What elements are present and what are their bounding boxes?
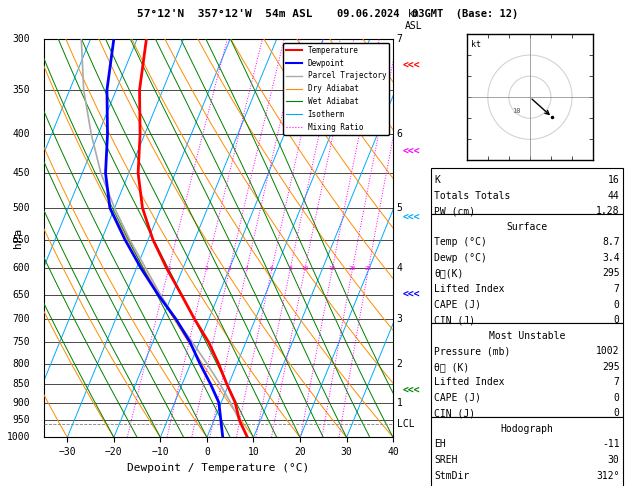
Text: θᴄ(K): θᴄ(K) (434, 268, 464, 278)
Text: 7: 7 (614, 377, 620, 387)
Text: 400: 400 (13, 129, 30, 139)
Text: 2: 2 (204, 266, 208, 271)
Text: kt: kt (470, 40, 481, 50)
Text: 3: 3 (397, 314, 403, 324)
Text: 700: 700 (13, 314, 30, 324)
Text: 57°12'N  357°12'W  54m ASL: 57°12'N 357°12'W 54m ASL (137, 9, 313, 19)
Text: <<<: <<< (403, 384, 420, 395)
Text: CAPE (J): CAPE (J) (434, 299, 481, 310)
Text: 16: 16 (608, 175, 620, 185)
Text: 25: 25 (365, 266, 372, 271)
Text: 30: 30 (608, 455, 620, 465)
Text: 10: 10 (512, 108, 520, 114)
Text: 1: 1 (167, 266, 170, 271)
Text: <<<: <<< (403, 60, 420, 70)
Text: 950: 950 (13, 416, 30, 425)
Text: 10: 10 (301, 266, 309, 271)
Text: 1.28: 1.28 (596, 206, 620, 216)
Text: 5: 5 (397, 203, 403, 213)
Text: hPa: hPa (13, 228, 23, 248)
Text: 900: 900 (13, 398, 30, 408)
Text: <<<: <<< (403, 145, 420, 156)
Text: Lifted Index: Lifted Index (434, 377, 504, 387)
Text: <<<: <<< (403, 211, 420, 221)
Text: Most Unstable: Most Unstable (489, 330, 565, 341)
Text: 450: 450 (13, 168, 30, 178)
Text: 7: 7 (397, 34, 403, 44)
Text: SREH: SREH (434, 455, 457, 465)
Text: 8.7: 8.7 (602, 237, 620, 247)
Text: EH: EH (434, 439, 446, 450)
Text: 600: 600 (13, 263, 30, 273)
Text: 09.06.2024  03GMT  (Base: 12): 09.06.2024 03GMT (Base: 12) (337, 9, 518, 19)
Text: 2: 2 (397, 359, 403, 368)
Text: 6: 6 (397, 129, 403, 139)
Text: 850: 850 (13, 379, 30, 389)
Text: θᴄ (K): θᴄ (K) (434, 362, 469, 372)
Text: 20: 20 (349, 266, 357, 271)
Text: -11: -11 (602, 439, 620, 450)
Text: 3.4: 3.4 (602, 253, 620, 263)
Text: LCL: LCL (397, 419, 415, 429)
Legend: Temperature, Dewpoint, Parcel Trajectory, Dry Adiabat, Wet Adiabat, Isotherm, Mi: Temperature, Dewpoint, Parcel Trajectory… (283, 43, 389, 135)
X-axis label: Dewpoint / Temperature (°C): Dewpoint / Temperature (°C) (128, 463, 309, 473)
Text: CIN (J): CIN (J) (434, 408, 475, 418)
Text: 7: 7 (614, 284, 620, 294)
Text: 750: 750 (13, 337, 30, 347)
Text: CIN (J): CIN (J) (434, 315, 475, 325)
Text: Totals Totals: Totals Totals (434, 191, 510, 201)
Text: 3: 3 (228, 266, 231, 271)
Text: 300: 300 (13, 34, 30, 44)
Text: 500: 500 (13, 203, 30, 213)
Text: Pressure (mb): Pressure (mb) (434, 346, 510, 356)
Text: Hodograph: Hodograph (500, 424, 554, 434)
Text: Temp (°C): Temp (°C) (434, 237, 487, 247)
Text: 312°: 312° (596, 470, 620, 481)
Text: 0: 0 (614, 299, 620, 310)
Text: 1002: 1002 (596, 346, 620, 356)
Text: 350: 350 (13, 85, 30, 95)
Text: 0: 0 (614, 315, 620, 325)
Text: PW (cm): PW (cm) (434, 206, 475, 216)
Text: 6: 6 (270, 266, 274, 271)
Text: 1: 1 (397, 398, 403, 408)
Text: 10: 10 (512, 108, 520, 114)
Text: 44: 44 (608, 191, 620, 201)
Text: 8: 8 (289, 266, 292, 271)
Text: 295: 295 (602, 362, 620, 372)
Text: Surface: Surface (506, 222, 547, 232)
Text: 0: 0 (614, 408, 620, 418)
Text: Dewp (°C): Dewp (°C) (434, 253, 487, 263)
Text: <<<: <<< (403, 289, 420, 299)
Text: Mixing Ratio (g/kg): Mixing Ratio (g/kg) (434, 191, 443, 286)
Text: 1000: 1000 (6, 433, 30, 442)
Text: 800: 800 (13, 359, 30, 368)
Text: 650: 650 (13, 290, 30, 300)
Text: 4: 4 (245, 266, 249, 271)
Text: 4: 4 (397, 263, 403, 273)
Text: 550: 550 (13, 235, 30, 244)
Text: 15: 15 (329, 266, 337, 271)
Text: K: K (434, 175, 440, 185)
Text: 295: 295 (602, 268, 620, 278)
Text: Lifted Index: Lifted Index (434, 284, 504, 294)
Text: StmDir: StmDir (434, 470, 469, 481)
Text: CAPE (J): CAPE (J) (434, 393, 481, 403)
Text: 0: 0 (614, 393, 620, 403)
Text: km
ASL: km ASL (405, 9, 423, 31)
